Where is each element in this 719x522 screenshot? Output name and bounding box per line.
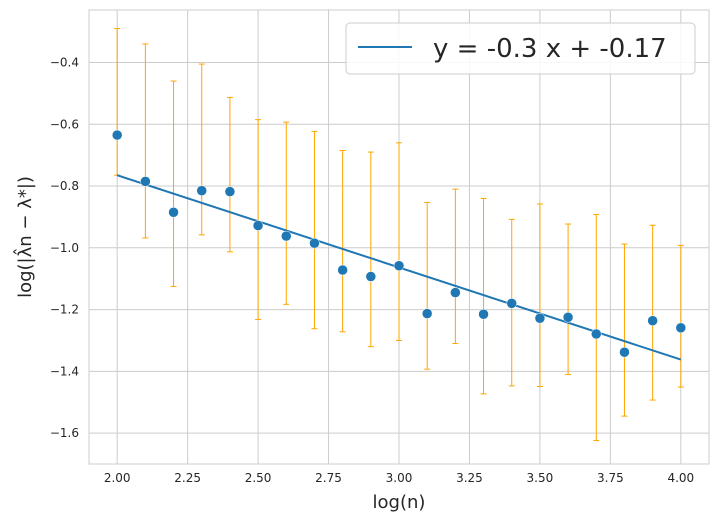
data-point	[111, 129, 123, 141]
error-bars	[114, 28, 684, 442]
data-point	[140, 176, 151, 187]
y-axis-label: log(|λ̂n − λ*|)	[13, 176, 36, 298]
data-point	[675, 322, 687, 334]
x-axis-label: log(n)	[373, 492, 426, 513]
data-point	[591, 328, 602, 340]
x-tick-label: 2.25	[174, 471, 201, 485]
y-tick-label: −0.4	[50, 56, 79, 70]
x-tick-label: 2.00	[104, 471, 131, 485]
data-point	[619, 346, 630, 358]
legend-label: y = -0.3 x + -0.17	[433, 34, 667, 64]
y-tick-label: −0.6	[50, 117, 79, 131]
data-point	[252, 220, 264, 231]
data-point	[478, 308, 489, 320]
plot-frame	[88, 9, 710, 465]
data-point	[196, 185, 207, 196]
x-tick-label: 3.75	[597, 471, 624, 485]
y-tick-label: −1.4	[50, 364, 79, 378]
data-point	[224, 186, 236, 197]
y-tick-labels: −0.4 −0.6 −0.8 −1.0 −1.2 −1.4 −1.6	[50, 56, 79, 441]
legend: y = -0.3 x + -0.17	[345, 22, 696, 75]
y-tick-label: −1.2	[50, 303, 79, 317]
x-tick-label: 2.75	[315, 471, 342, 485]
data-point	[281, 230, 292, 242]
x-tick-labels: 2.00 2.25 2.50 2.75 3.00 3.25 3.50 3.75 4.00	[104, 471, 694, 485]
data-point	[506, 298, 517, 309]
data-point	[365, 271, 377, 282]
data-point	[168, 207, 179, 218]
data-point	[647, 315, 658, 326]
y-tick-label: −1.0	[50, 241, 79, 255]
x-tick-label: 2.50	[245, 471, 272, 485]
x-tick-label: 3.25	[456, 471, 483, 485]
legend-box	[345, 22, 696, 75]
data-point	[337, 264, 348, 276]
data-point	[421, 308, 433, 319]
scatter-points	[111, 129, 687, 358]
y-tick-label: −0.8	[50, 179, 79, 193]
data-point	[393, 260, 405, 271]
x-tick-label: 3.50	[527, 471, 554, 485]
data-point	[309, 237, 320, 249]
data-point	[450, 287, 461, 298]
x-tick-label: 3.00	[386, 471, 413, 485]
data-point	[534, 312, 546, 324]
y-tick-label: −1.6	[50, 426, 79, 440]
data-point	[562, 312, 574, 323]
x-tick-label: 4.00	[667, 471, 694, 485]
